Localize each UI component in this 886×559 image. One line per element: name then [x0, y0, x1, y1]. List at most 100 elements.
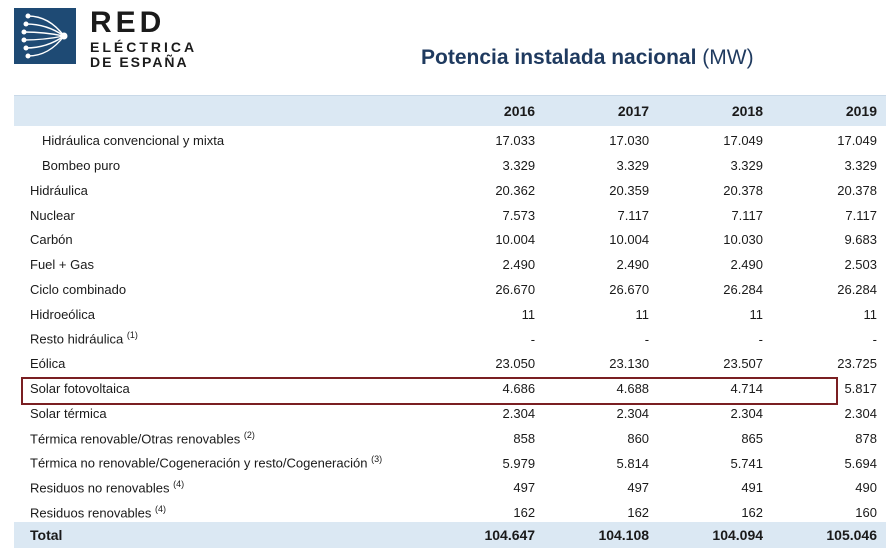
row-label: Térmica renovable/Otras renovables [30, 430, 241, 446]
row-value: 11 [521, 306, 536, 322]
row-value: - [644, 331, 650, 347]
row-value: - [530, 331, 536, 347]
table-row: Hidráulica convencional y mixta 17.033 17.… [14, 126, 886, 151]
row-value: 20.362 [495, 182, 536, 198]
row-value: 26.670 [495, 282, 536, 298]
total-value: 104.108 [598, 527, 650, 544]
row-label: Residuos renovables [30, 505, 152, 521]
row-value: 7.573 [502, 207, 536, 223]
row-label-cell: Carbón [14, 225, 430, 250]
table-row: Nuclear 7.573 7.117 7.117 7.117 [14, 200, 886, 225]
row-label: Hidráulica [30, 182, 88, 198]
row-label-cell: Térmica no renovable/Cogeneración y rest… [14, 448, 430, 473]
row-value: 17.030 [609, 133, 650, 149]
row-label-cell: Fuel + Gas [14, 249, 430, 274]
table-row: Bombeo puro 3.329 3.329 3.329 3.329 [14, 150, 886, 175]
table-row: Resto hidráulica (1) - - - - [14, 324, 886, 349]
row-label: Térmica no renovable/Cogeneración y rest… [30, 455, 368, 471]
table-row: Térmica no renovable/Cogeneración y rest… [14, 448, 886, 473]
row-label-cell: Hidráulica [14, 175, 430, 200]
table-row: Residuos no renovables (4) 497 497 491 490 [14, 473, 886, 498]
header-year: 2017 [617, 102, 650, 119]
row-value: 10.004 [495, 232, 536, 248]
row-label-cell: Hidráulica convencional y mixta [14, 126, 430, 151]
row-label-cell: Eólica [14, 349, 430, 374]
header-year: 2019 [845, 102, 877, 119]
table-row: Fuel + Gas 2.490 2.490 2.490 2.503 [14, 249, 886, 274]
row-label-cell: Solar fotovoltaica [14, 373, 430, 398]
row-value: 23.507 [723, 356, 764, 372]
total-value: 104.094 [712, 527, 764, 544]
row-value: 11 [863, 306, 878, 322]
table-row: Carbón 10.004 10.004 10.030 9.683 [14, 225, 886, 250]
row-value: 20.378 [723, 182, 764, 198]
row-label: Fuel + Gas [30, 257, 94, 273]
row-value: 162 [627, 505, 650, 521]
table-row: Hidráulica 20.362 20.359 20.378 20.378 [14, 175, 886, 200]
table-body: Hidráulica convencional y mixta 17.033 17.… [14, 126, 886, 549]
total-label: Total [30, 527, 63, 544]
row-value: 3.329 [616, 158, 650, 174]
header-year: 2018 [731, 102, 764, 119]
row-label-cell: Bombeo puro [14, 150, 430, 175]
row-footnote: (2) [243, 429, 255, 440]
row-value: 878 [855, 430, 877, 446]
row-value: 20.378 [837, 182, 877, 198]
row-value: 10.030 [723, 232, 764, 248]
table-row: Ciclo combinado 26.670 26.670 26.284 26.284 [14, 274, 886, 299]
row-label-cell: Residuos renovables (4) [14, 497, 430, 522]
row-value: 5.694 [844, 455, 877, 471]
row-value: 7.117 [731, 207, 764, 223]
row-value: - [758, 331, 764, 347]
row-value: 23.050 [495, 356, 536, 372]
row-footnote: (4) [173, 479, 185, 490]
row-value: 2.304 [616, 406, 650, 422]
row-footnote: (4) [155, 503, 167, 514]
row-label-cell: Residuos no renovables (4) [14, 473, 430, 498]
red-electrica-network-logo-icon [14, 8, 76, 64]
row-label: Nuclear [30, 207, 75, 223]
row-value: 490 [855, 480, 877, 496]
row-value: 5.741 [730, 455, 764, 471]
row-value: 491 [741, 480, 764, 496]
total-value: 105.046 [826, 527, 877, 544]
row-label-cell: Nuclear [14, 200, 430, 225]
row-value: 5.979 [502, 455, 536, 471]
row-label: Solar térmica [30, 406, 107, 422]
logo-line-de-espana: DE ESPAÑA [90, 54, 189, 70]
row-value: 17.049 [723, 133, 764, 149]
row-value: 9.683 [844, 232, 877, 248]
company-logo: RED ELÉCTRICA DE ESPAÑA [14, 8, 197, 69]
row-label: Residuos no renovables [30, 480, 170, 496]
row-value: 11 [749, 306, 764, 322]
capacity-table: 2016 2017 2018 2019 Hidráulica convencio… [14, 95, 886, 549]
row-label-cell: Ciclo combinado [14, 274, 430, 299]
logo-wordmark: RED ELÉCTRICA DE ESPAÑA [90, 6, 198, 70]
row-value: 5.817 [844, 381, 877, 397]
header-label-cell [14, 96, 430, 126]
row-value: 2.503 [844, 257, 877, 273]
table-row: Térmica renovable/Otras renovables (2) 85… [14, 423, 886, 448]
row-value: 10.004 [609, 232, 650, 248]
row-label: Bombeo puro [42, 158, 121, 174]
row-footnote: (3) [371, 454, 383, 465]
logo-line-red: RED [90, 6, 166, 39]
table-row: Eólica 23.050 23.130 23.507 23.725 [14, 349, 886, 374]
row-value: 7.117 [617, 207, 650, 223]
row-label: Eólica [30, 356, 66, 372]
logo-line-electrica: ELÉCTRICA [90, 39, 198, 55]
table-header-row: 2016 2017 2018 2019 [14, 95, 886, 126]
table-row: Solar fotovoltaica 4.686 4.688 4.714 5.817 [14, 373, 886, 398]
row-label: Carbón [30, 232, 73, 248]
row-value: 162 [741, 505, 764, 521]
row-label-cell: Solar térmica [14, 398, 430, 423]
row-value: 17.049 [837, 133, 877, 149]
row-footnote: (1) [126, 330, 138, 341]
row-value: 4.714 [730, 381, 764, 397]
header-year: 2016 [503, 102, 536, 119]
table-row: Solar térmica 2.304 2.304 2.304 2.304 [14, 398, 886, 423]
row-value: 26.670 [609, 282, 650, 298]
row-value: 865 [741, 430, 764, 446]
row-value: 2.490 [616, 257, 650, 273]
row-value: 858 [513, 430, 536, 446]
